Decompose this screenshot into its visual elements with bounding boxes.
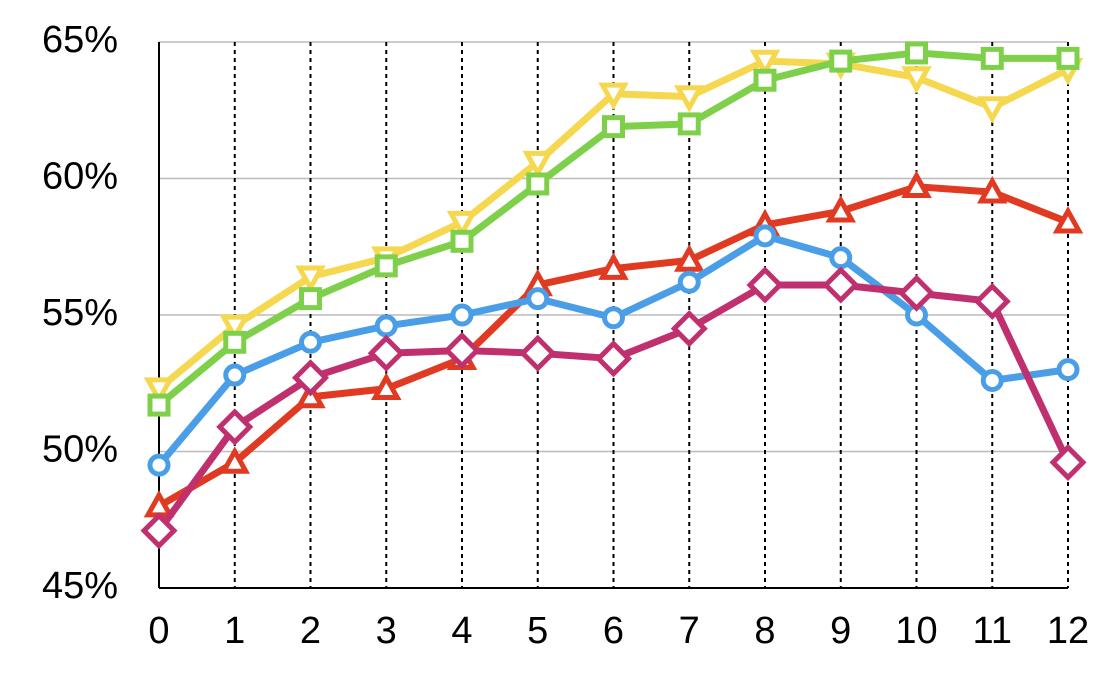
- marker: [598, 82, 629, 111]
- marker: [216, 408, 254, 446]
- marker: [295, 265, 326, 293]
- marker: [749, 49, 781, 78]
- y-tick-label: 50%: [42, 429, 118, 471]
- marker: [374, 254, 398, 278]
- marker: [219, 314, 250, 343]
- marker: [223, 330, 247, 354]
- marker: [753, 68, 777, 92]
- marker: [219, 446, 250, 474]
- x-tick-label: 2: [300, 610, 321, 652]
- marker: [526, 287, 550, 311]
- marker: [674, 244, 705, 272]
- marker: [897, 274, 936, 312]
- marker: [443, 331, 481, 370]
- x-tick-label: 9: [830, 610, 851, 652]
- x-tick-label: 12: [1047, 610, 1089, 652]
- y-tick-label: 65%: [42, 19, 118, 61]
- marker: [602, 306, 625, 330]
- marker: [677, 270, 701, 294]
- marker: [1052, 206, 1084, 234]
- x-tick-label: 1: [224, 610, 245, 652]
- x-tick-label: 4: [451, 610, 472, 652]
- y-tick-label: 60%: [42, 156, 118, 198]
- marker: [977, 96, 1008, 124]
- marker: [829, 246, 853, 270]
- marker: [147, 453, 171, 477]
- marker: [519, 334, 557, 372]
- x-tick-label: 5: [527, 610, 548, 652]
- marker: [598, 252, 629, 280]
- marker: [825, 195, 856, 223]
- marker: [905, 41, 928, 65]
- marker: [299, 330, 322, 354]
- marker: [822, 266, 860, 304]
- marker: [147, 393, 171, 417]
- marker: [602, 115, 625, 139]
- marker: [594, 340, 633, 378]
- marker: [140, 512, 178, 550]
- marker: [829, 49, 853, 73]
- marker: [143, 377, 175, 405]
- marker: [367, 334, 405, 372]
- x-tick-label: 10: [895, 610, 937, 652]
- marker: [223, 363, 247, 387]
- marker: [977, 176, 1008, 204]
- marker: [450, 303, 474, 327]
- marker: [446, 210, 478, 239]
- marker: [980, 369, 1004, 393]
- marker: [450, 229, 474, 253]
- marker: [670, 310, 708, 348]
- marker: [522, 150, 553, 179]
- marker: [1056, 358, 1080, 382]
- marker: [746, 266, 784, 304]
- marker: [677, 112, 701, 136]
- marker: [1056, 46, 1080, 70]
- marker: [674, 85, 705, 113]
- marker: [1049, 443, 1087, 481]
- marker: [901, 66, 932, 94]
- marker: [980, 46, 1004, 70]
- marker: [371, 372, 402, 401]
- marker: [526, 172, 550, 196]
- marker: [299, 287, 322, 311]
- y-tick-label: 45%: [42, 565, 118, 607]
- marker: [973, 282, 1011, 320]
- marker: [374, 314, 398, 338]
- x-tick-label: 6: [603, 610, 624, 652]
- x-tick-label: 11: [973, 610, 1012, 652]
- y-tick-label: 55%: [42, 292, 118, 334]
- x-tick-label: 0: [148, 610, 169, 652]
- marker: [901, 170, 932, 198]
- marker: [753, 224, 777, 248]
- x-tick-label: 8: [754, 610, 775, 652]
- x-tick-label: 7: [679, 610, 700, 652]
- x-tick-label: 3: [376, 610, 397, 652]
- marker: [291, 359, 330, 397]
